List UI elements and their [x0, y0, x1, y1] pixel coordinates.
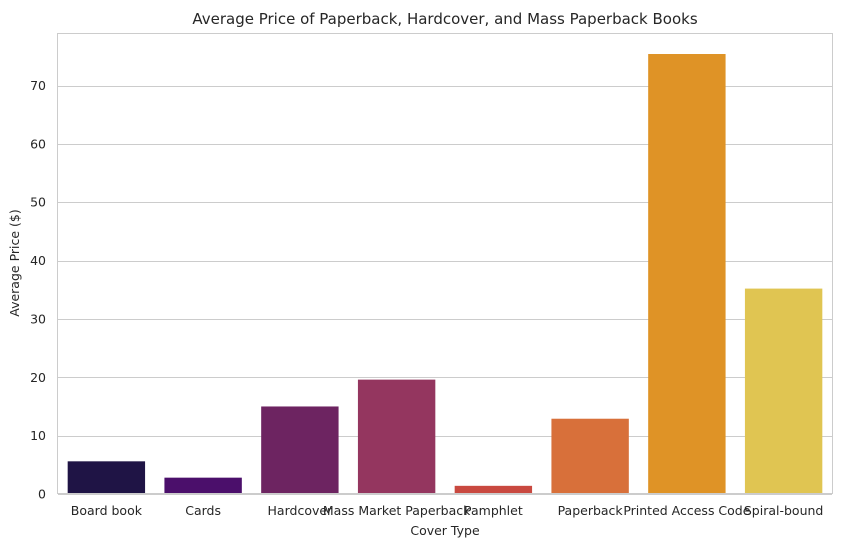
bar-hardcover: [261, 406, 339, 494]
y-tick-label: 60: [30, 136, 46, 151]
y-tick-label: 10: [30, 428, 46, 443]
bar-pamphlet: [454, 485, 533, 494]
plot-frame: [57, 33, 833, 494]
x-tick-label: Mass Market Paperback: [323, 503, 471, 518]
y-axis-label: Average Price ($): [7, 209, 22, 316]
bars: [67, 54, 823, 494]
y-tick-label: 30: [30, 311, 46, 326]
y-tick-label: 20: [30, 370, 46, 385]
y-tick-labels: 0 10 20 30 40 50 60 70: [30, 78, 46, 501]
chart-title: Average Price of Paperback, Hardcover, a…: [192, 10, 697, 28]
bar-board-book: [67, 461, 146, 494]
x-tick-label: Board book: [71, 503, 143, 518]
x-tick-label: Cards: [185, 503, 221, 518]
y-tick-label: 0: [38, 487, 46, 502]
bar-mass-market-paperback: [357, 379, 436, 494]
y-tick-label: 50: [30, 195, 46, 210]
x-axis-label: Cover Type: [410, 523, 480, 538]
x-tick-label: Spiral-bound: [744, 503, 824, 518]
y-tick-label: 70: [30, 78, 46, 93]
bar-cards: [164, 477, 242, 494]
bar-spiral-bound: [744, 288, 823, 494]
x-tick-label: Printed Access Code: [623, 503, 750, 518]
bar-printed-access-code: [648, 54, 726, 494]
x-tick-label: Hardcover: [268, 503, 334, 518]
y-tick-label: 40: [30, 253, 46, 268]
bar-paperback: [551, 418, 629, 494]
x-tick-label: Paperback: [558, 503, 624, 518]
x-tick-label: Pamphlet: [464, 503, 523, 518]
